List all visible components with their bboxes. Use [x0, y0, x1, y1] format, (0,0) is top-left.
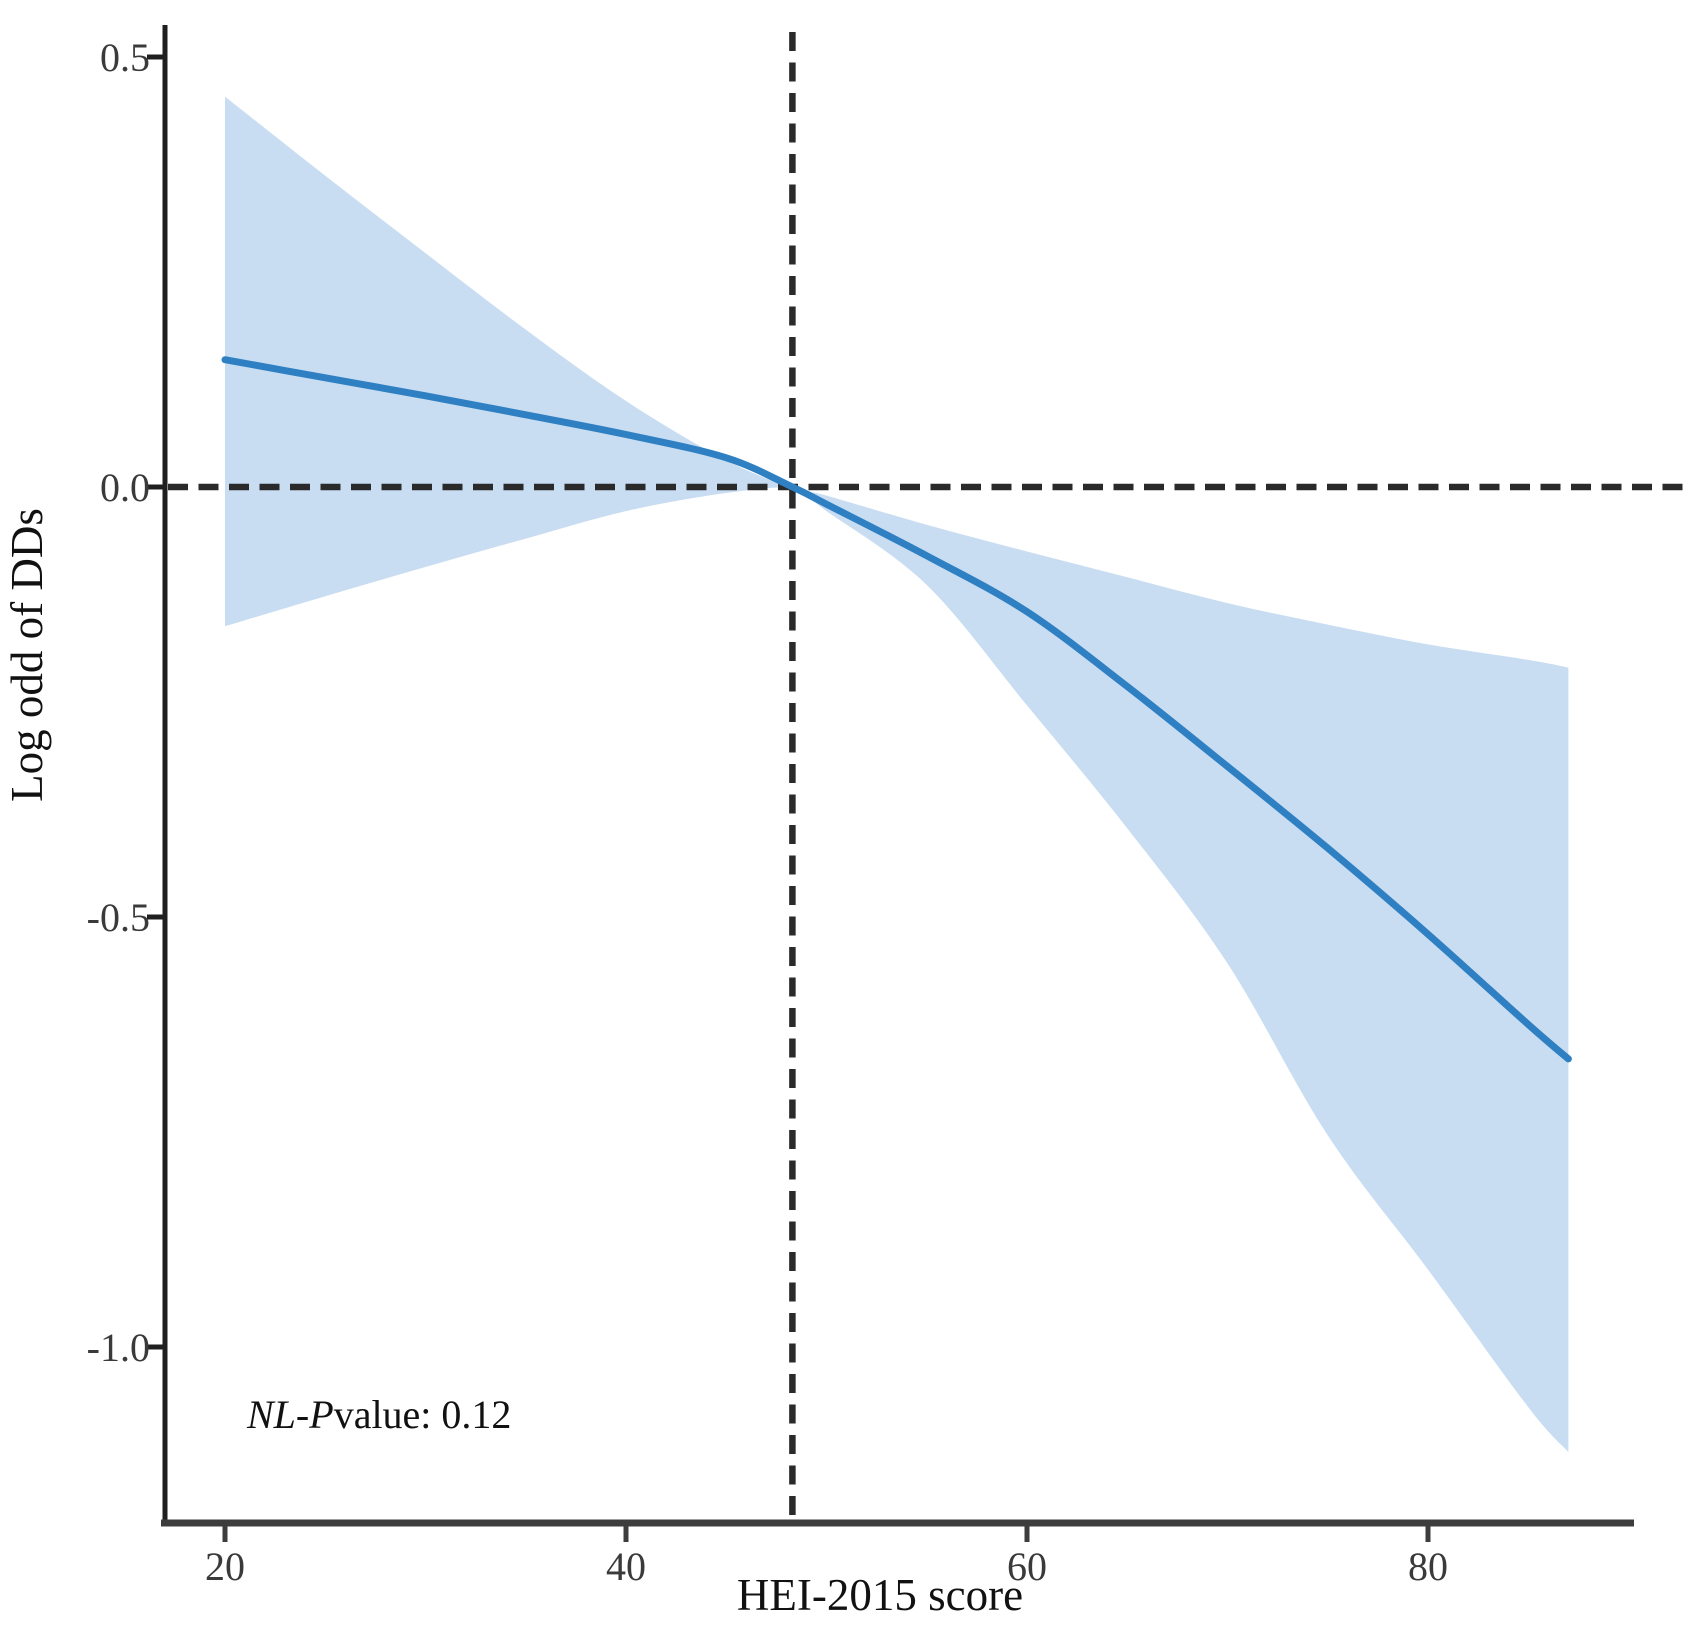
y-tick-label: -0.5 [87, 895, 150, 940]
y-axis-ticks: 0.5 0.0 -0.5 -1.0 [87, 35, 165, 1370]
fitted-line [221, 356, 1572, 1063]
x-tick-label: 40 [606, 1544, 646, 1589]
annotation-regular-part: value: 0.12 [334, 1392, 512, 1437]
y-tick-label: 0.0 [100, 465, 150, 510]
y-tick-label: 0.5 [100, 35, 150, 80]
x-tick-label: 80 [1408, 1544, 1448, 1589]
x-tick-label: 20 [205, 1544, 245, 1589]
x-tick-label: 60 [1007, 1544, 1047, 1589]
x-axis-ticks: 20 40 60 80 [205, 1523, 1448, 1589]
annotation-italic-part: NL-P [246, 1392, 334, 1437]
x-axis-title: HEI-2015 score [737, 1570, 1023, 1620]
y-tick-label: -1.0 [87, 1325, 150, 1370]
nonlinearity-pvalue-annotation: NL-Pvalue: 0.12 [246, 1392, 511, 1437]
y-axis-title: Log odd of DDs [2, 508, 52, 802]
confidence-band [225, 96, 1569, 1452]
